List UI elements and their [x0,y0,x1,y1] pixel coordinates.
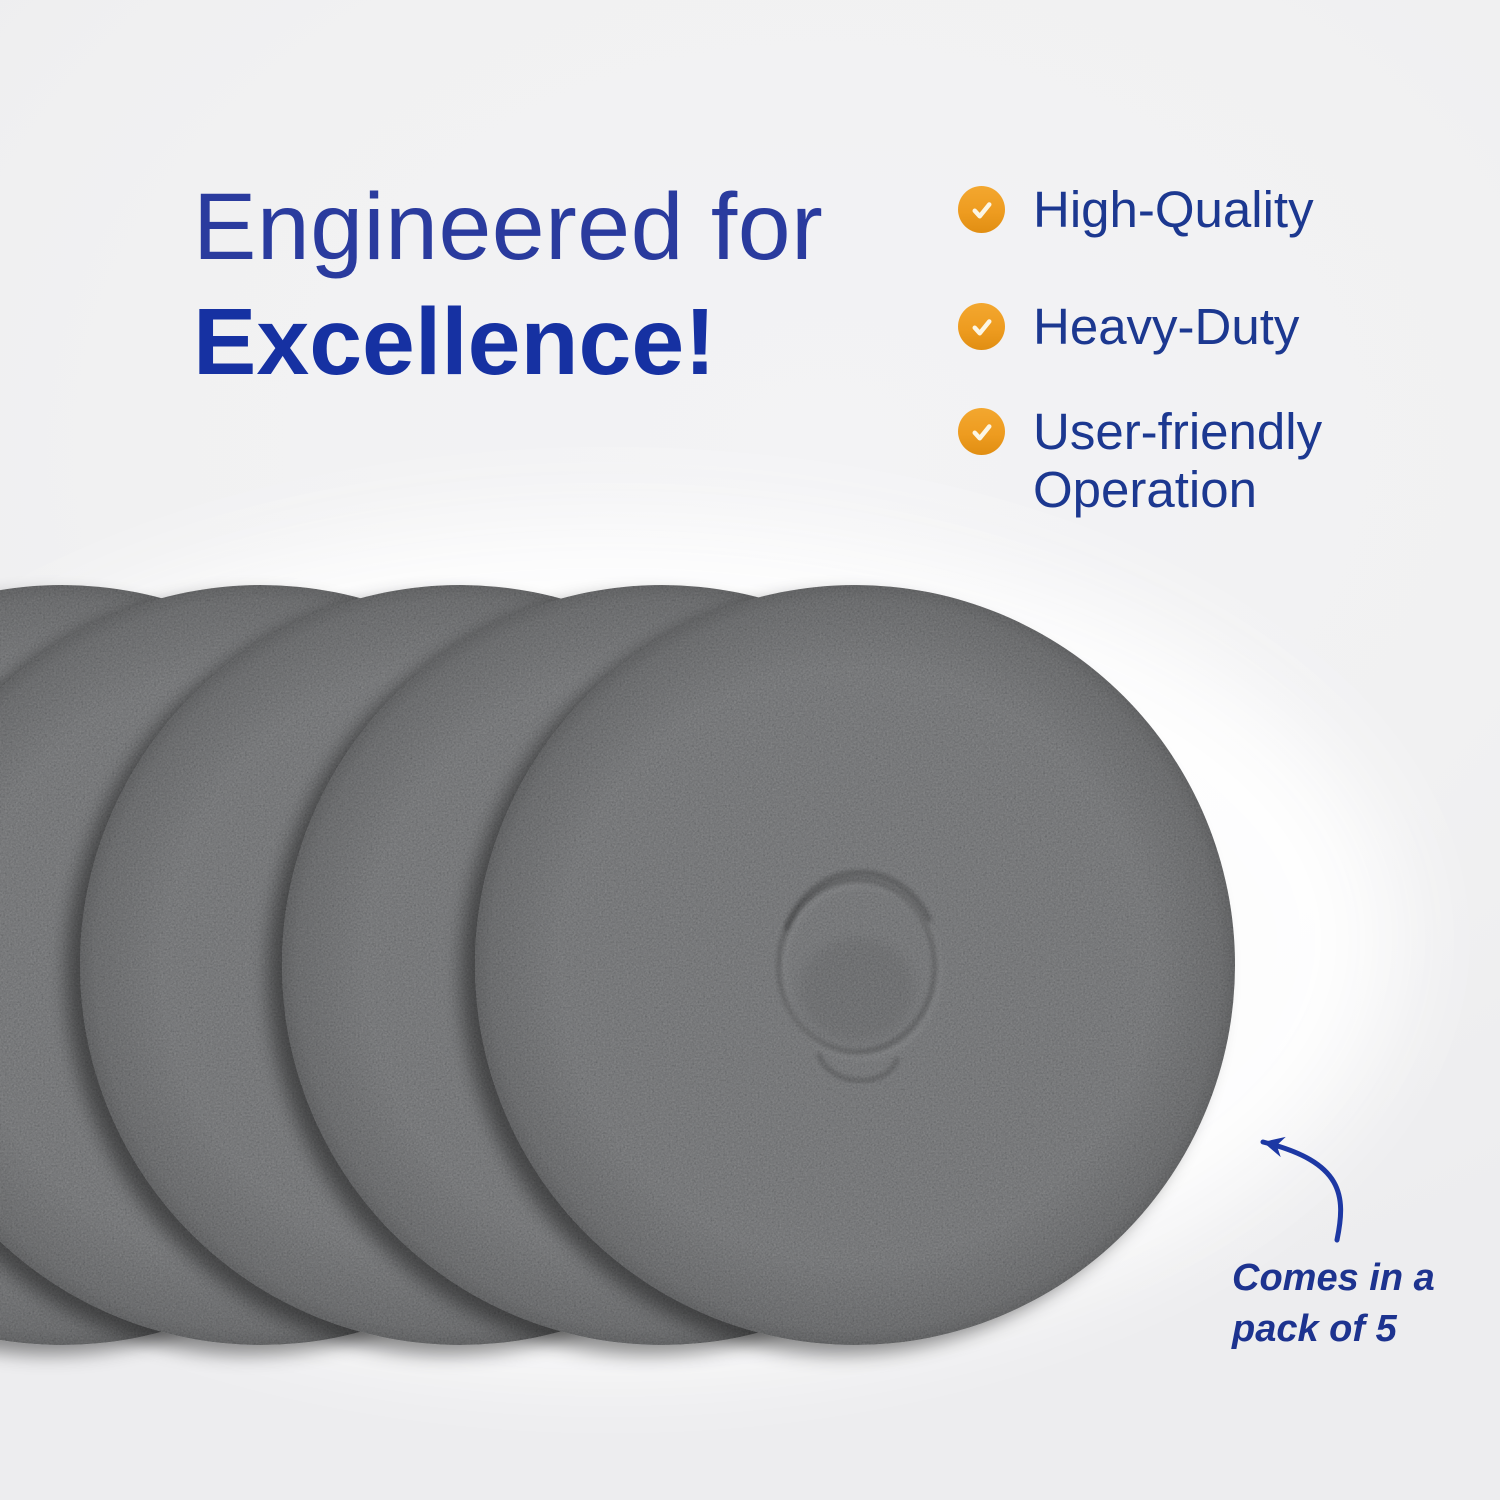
headline-line1: Engineered for [193,174,824,280]
feature-row: Heavy-Duty [958,298,1403,356]
pack-annotation-line1: Comes in a [1232,1257,1435,1299]
check-icon [958,186,1005,233]
headline: Engineered for Excellence! [193,170,823,400]
check-icon [958,303,1005,350]
check-icon [958,408,1005,455]
feature-row: User-friendly Operation [958,403,1403,519]
pack-annotation-line2: pack of 5 [1232,1308,1397,1350]
feature-label: High-Quality [1033,181,1314,238]
pad-center-hole [776,869,942,1083]
pack-annotation: Comes in a pack of 5 [1232,1253,1435,1355]
feature-label: User-friendly Operation [1033,403,1323,518]
feature-label: Heavy-Duty [1033,298,1300,355]
annotation-arrow-icon [1260,1136,1344,1243]
feature-row: High-Quality [958,181,1403,239]
pad-stack [0,585,1235,1345]
headline-line2: Excellence! [193,289,716,395]
